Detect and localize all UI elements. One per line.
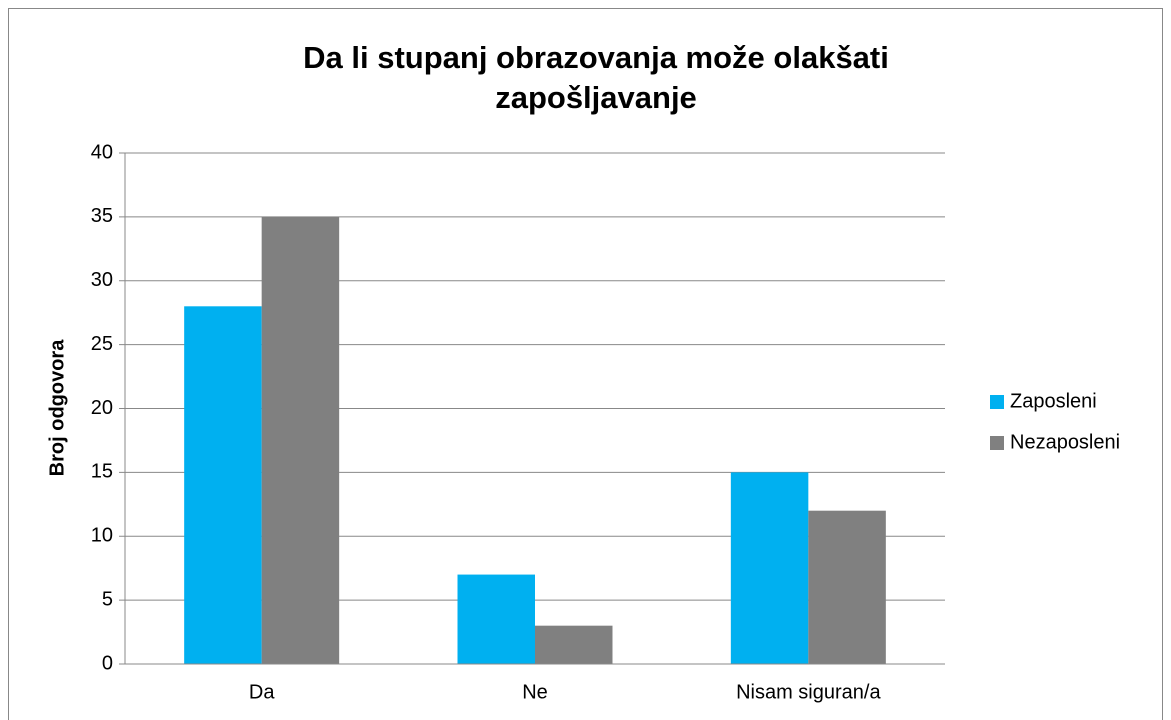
y-tick-label: 10 xyxy=(91,525,113,547)
chart-border xyxy=(8,8,1163,720)
bar xyxy=(730,472,809,664)
y-tick-label: 35 xyxy=(91,205,113,227)
x-tick-label: Nisam siguran/a xyxy=(736,681,881,703)
y-tick-label: 20 xyxy=(91,397,113,419)
y-tick-label: 30 xyxy=(91,269,113,291)
y-axis-label: Broj odgovora xyxy=(46,339,68,477)
bar xyxy=(457,574,535,664)
legend-swatch xyxy=(990,395,1004,409)
legend-label: Zaposleni xyxy=(1010,390,1097,412)
y-tick-label: 15 xyxy=(91,461,113,483)
x-tick-label: Ne xyxy=(522,681,548,703)
bar xyxy=(261,216,340,664)
bar xyxy=(808,510,886,664)
bar xyxy=(184,306,262,664)
y-tick-label: 0 xyxy=(102,652,113,674)
legend-label: Nezaposleni xyxy=(1010,431,1120,453)
x-tick-label: Da xyxy=(249,681,275,703)
bar xyxy=(535,625,613,664)
y-tick-label: 25 xyxy=(91,333,113,355)
y-tick-label: 40 xyxy=(91,141,113,163)
legend-swatch xyxy=(990,436,1004,450)
chart-title: Da li stupanj obrazovanja može olakšati … xyxy=(303,40,889,115)
y-tick-label: 5 xyxy=(102,588,113,610)
